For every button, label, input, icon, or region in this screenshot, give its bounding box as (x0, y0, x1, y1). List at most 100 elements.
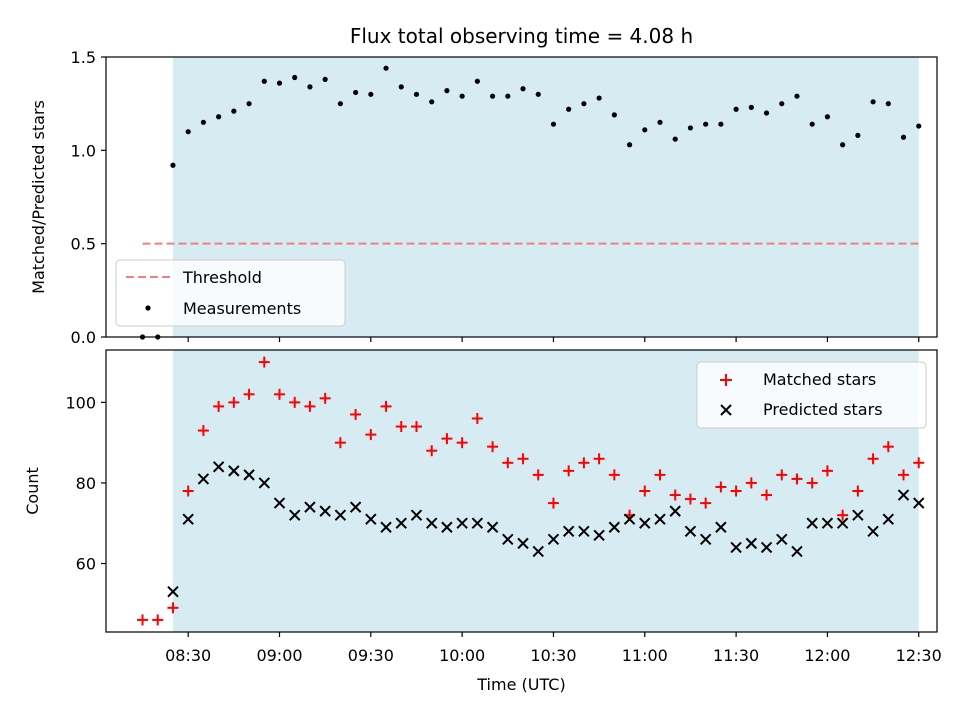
matched-star-point (654, 469, 666, 481)
ratio-y-tick-label: 1.0 (71, 141, 96, 160)
predicted-star-point (654, 513, 666, 525)
count-y-tick-label: 60 (76, 555, 96, 574)
predicted-star-point (167, 586, 179, 598)
matched-star-point (517, 453, 529, 465)
measurement-point (703, 121, 709, 127)
measurement-point (429, 99, 435, 105)
matched-star-point (243, 388, 255, 400)
matched-legend-swatch (720, 374, 732, 386)
matched-star-point (197, 425, 209, 437)
matched-star-point (684, 493, 696, 505)
matched-star-point (852, 485, 864, 497)
measurement-point (809, 121, 815, 127)
measurement-point (413, 91, 420, 97)
predicted-star-point (623, 513, 636, 525)
time-x-axis-label: Time (UTC) (476, 675, 565, 694)
ratio-panel-frame (105, 56, 938, 338)
matched-star-point (167, 602, 179, 614)
measurement-point (611, 112, 617, 118)
measurement-point (444, 88, 450, 94)
ratio-y-tick-label: 0.5 (71, 235, 96, 254)
predicted-star-point (562, 525, 575, 537)
measurement-point (200, 119, 207, 125)
count-y-tick-label: 100 (65, 393, 96, 412)
predicted-star-point (684, 525, 697, 537)
measurement-point (840, 142, 846, 148)
measurement-point (383, 65, 389, 71)
measurement-point (353, 89, 359, 96)
ratio-panel: 0.0 0.5 1.0 1.5 Flux total observing time =… (29, 24, 938, 347)
predicted-star-point (776, 533, 788, 546)
predicted-star-point (304, 501, 316, 513)
measurement-point (520, 86, 526, 92)
predicted-star-point (593, 529, 605, 542)
matched-star-point (137, 614, 149, 626)
predicted-star-point (745, 537, 758, 550)
measurement-point (687, 125, 694, 131)
measurement-point (261, 78, 267, 84)
predicted-star-point (852, 509, 864, 521)
time-x-tick-label: 10:30 (530, 646, 576, 665)
matched-star-point (410, 421, 422, 433)
matched-star-point (776, 469, 788, 481)
measurement-point (855, 132, 861, 138)
measurement-point (779, 101, 785, 107)
matched-star-point (593, 453, 605, 465)
predicted-star-point (502, 533, 514, 546)
predicted-star-point (760, 541, 773, 554)
time-x-tick-label: 09:30 (348, 646, 394, 665)
matched-star-point (608, 469, 620, 481)
measurements-legend-label: Measurements (183, 299, 301, 318)
matched-star-point (578, 457, 590, 469)
measurement-point (337, 101, 343, 107)
ratio-axis: 0.0 0.5 1.0 1.5 (71, 48, 920, 347)
matched-star-point (289, 396, 301, 408)
predicted-star-point (212, 461, 225, 473)
predicted-star-point (456, 517, 468, 529)
matched-star-point (365, 429, 377, 441)
matched-star-point (182, 485, 194, 497)
predicted-star-point (730, 541, 742, 554)
measurement-point (276, 80, 283, 86)
predicted-star-point (578, 525, 590, 537)
predicted-star-point (273, 497, 286, 509)
matched-star-point (487, 441, 499, 453)
count-legend-box (696, 361, 927, 429)
predicted-stars-points (167, 461, 925, 598)
measurement-point (474, 78, 480, 84)
predicted-star-point (319, 505, 331, 517)
predicted-star-point (349, 501, 362, 513)
time-x-tick-label: 11:00 (622, 646, 668, 665)
count-panel-frame (105, 349, 938, 633)
time-x-tick-label: 12:30 (896, 646, 942, 665)
predicted-star-point (806, 517, 818, 529)
matched-star-point (380, 400, 392, 412)
time-x-tick-label: 09:00 (256, 646, 302, 665)
predicted-star-point (608, 521, 621, 533)
matched-star-point (502, 457, 514, 469)
measurement-point (170, 162, 176, 168)
predicted-star-point (821, 517, 834, 529)
predicted-star-point (867, 525, 879, 537)
matched-star-point (730, 485, 742, 497)
measurement-point (763, 110, 770, 116)
matched-star-point (867, 453, 879, 465)
time-x-tick-label: 08:30 (165, 646, 211, 665)
matched-star-point (426, 445, 438, 457)
predicted-star-point (517, 537, 529, 550)
measurement-point (657, 119, 663, 125)
measurement-point (748, 104, 754, 110)
matched-star-point (334, 437, 346, 449)
measurement-point (824, 114, 831, 120)
measurement-point (505, 93, 511, 99)
matched-star-point (319, 392, 331, 404)
matched-star-point (639, 485, 651, 497)
matched-star-point (715, 481, 727, 493)
predicted-star-point (486, 521, 499, 533)
matched-star-point (669, 489, 681, 501)
matched-star-point (791, 473, 803, 485)
predicted-legend-label: Predicted stars (763, 400, 883, 419)
matched-star-point (563, 465, 575, 477)
threshold-legend-label: Threshold (182, 268, 262, 287)
measurement-point (581, 101, 587, 107)
